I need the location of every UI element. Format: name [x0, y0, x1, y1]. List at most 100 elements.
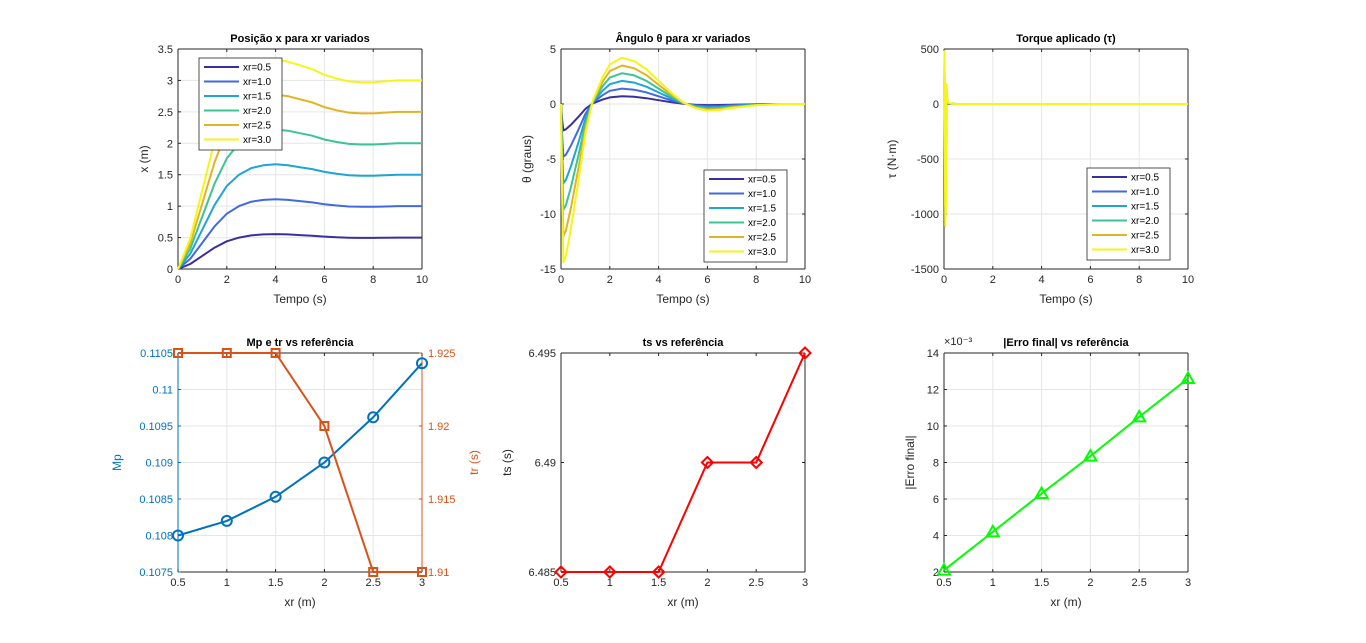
x-tick-label: 6 — [704, 274, 710, 286]
y-tick-label: -500 — [917, 154, 939, 166]
y-tick-label: 12 — [927, 385, 939, 397]
x-tick-label: 10 — [1182, 274, 1194, 286]
legend-label: xr=1.5 — [748, 204, 777, 215]
x-tick-label: 2 — [704, 577, 710, 589]
legend-label: xr=1.5 — [1131, 202, 1160, 213]
error-marker — [1082, 448, 1099, 462]
y-axis-label: ts (s) — [500, 449, 514, 476]
y-tick-label: 6.49 — [535, 458, 556, 470]
y-tick-label: 1 — [167, 201, 173, 213]
y-tick-label: 3.5 — [158, 44, 173, 56]
y-right-tick-label: 1.91 — [428, 567, 449, 579]
x-tick-label: 1.5 — [1034, 577, 1049, 589]
chart-title: Ângulo θ para xr variados — [616, 32, 751, 45]
mp-marker — [318, 456, 331, 469]
y-tick-label: 500 — [921, 44, 939, 56]
chart-panel-1: 0 2 4 6 8 10 0 0.5 1 1.5 2 2.5 3 3.5 Posição x para xr… — [137, 33, 428, 306]
legend-label: xr=2.5 — [1131, 231, 1160, 242]
x-tick-label: 0 — [558, 274, 564, 286]
y-right-tick-label: 1.92 — [428, 421, 449, 433]
y-tick-label: 1.5 — [158, 170, 173, 182]
y-tick-label: -10 — [540, 209, 556, 221]
legend-label: xr=0.5 — [748, 175, 777, 186]
x-tick-label: 10 — [416, 274, 428, 286]
series-line-xr=3.0 — [560, 56, 805, 264]
y-right-axis-label: tr (s) — [467, 450, 481, 475]
mp-marker — [416, 357, 428, 370]
y-tick-label: 3 — [167, 75, 173, 87]
x-tick-label: 8 — [1136, 274, 1142, 286]
legend-label: xr=3.0 — [243, 135, 272, 146]
legend-label: xr=2.5 — [243, 121, 272, 132]
series-line-xr=1.0 — [177, 198, 422, 270]
x-tick-label: 8 — [370, 274, 376, 286]
x-axis-label: Tempo (s) — [273, 292, 326, 306]
ts-marker — [700, 455, 715, 470]
x-tick-label: 1 — [224, 577, 230, 589]
x-tick-label: 1 — [990, 577, 996, 589]
x-tick-label: 2.5 — [749, 577, 764, 589]
y-right-tick-label: 1.915 — [428, 494, 456, 506]
x-tick-label: 0.5 — [170, 577, 185, 589]
x-tick-label: 4 — [1039, 274, 1045, 286]
x-tick-label: 2 — [1087, 577, 1093, 589]
x-tick-label: 6 — [321, 274, 327, 286]
tr-marker — [319, 421, 330, 431]
x-tick-label: 2 — [607, 274, 613, 286]
y-tick-label: 14 — [927, 348, 939, 360]
tr-series-line — [178, 352, 422, 573]
mp-marker — [269, 490, 282, 503]
y-tick-label: 0.1095 — [139, 421, 173, 433]
x-tick-label: 3 — [419, 577, 425, 589]
y-tick-label: -1500 — [911, 264, 939, 276]
legend-label: xr=2.0 — [1131, 216, 1160, 227]
y-tick-label: 0.1105 — [140, 348, 173, 360]
x-axis-label: xr (m) — [667, 595, 698, 609]
x-tick-label: 2 — [224, 274, 230, 286]
x-tick-label: 10 — [799, 274, 811, 286]
x-tick-label: 0.5 — [553, 577, 568, 589]
y-tick-label: 0 — [167, 264, 173, 276]
legend-label: xr=1.0 — [748, 189, 777, 200]
legend-box — [703, 169, 788, 263]
y-tick-label: 0 — [933, 99, 939, 111]
series-line-xr=2.5 — [177, 93, 422, 270]
y-tick-label: 0.108 — [145, 531, 173, 543]
chart-panel-2: 0 2 4 6 8 10 -15 -10 -5 0 5 Ângulo θ para xr variad… — [520, 32, 811, 306]
legend-label: xr=1.0 — [243, 77, 272, 88]
legend-label: xr=1.0 — [1131, 187, 1160, 198]
chart-title: ts vs referência — [643, 337, 725, 349]
legend-label: xr=2.0 — [748, 218, 777, 229]
y-tick-label: 4 — [933, 531, 939, 543]
x-tick-label: 0 — [941, 274, 947, 286]
error-marker — [1033, 485, 1050, 500]
x-tick-label: 3 — [802, 577, 808, 589]
error-marker — [1180, 370, 1196, 385]
y-axis-label: x (m) — [137, 145, 151, 172]
y-tick-label: 0.1085 — [139, 494, 173, 506]
ts-marker — [749, 455, 764, 470]
legend-label: xr=2.5 — [748, 233, 777, 244]
y-tick-label: 6.485 — [528, 567, 556, 579]
y-tick-label: 10 — [927, 421, 939, 433]
chart-title: Posição x para xr variados — [230, 33, 369, 45]
chart-title: |Erro final| vs referência — [1003, 337, 1129, 349]
y-tick-label: 0.5 — [158, 233, 173, 245]
chart-title: Torque aplicado (τ) — [1016, 33, 1116, 45]
tr-marker — [270, 348, 281, 358]
x-tick-label: 2.5 — [1132, 577, 1147, 589]
tr-marker — [221, 348, 232, 358]
chart-title: Mp e tr vs referência — [247, 337, 355, 349]
y-tick-label: 0.1075 — [139, 567, 173, 579]
legend-label: xr=0.5 — [1131, 173, 1160, 184]
plot-area — [561, 353, 805, 572]
ts-marker — [554, 565, 568, 579]
mp-series-line — [177, 362, 423, 537]
error-marker — [1131, 408, 1147, 423]
y-tick-label: 2 — [167, 138, 173, 150]
y-axis-label: Mp — [110, 454, 124, 471]
legend-box — [1086, 167, 1171, 261]
legend-label: xr=3.0 — [748, 247, 777, 258]
legend-label: xr=0.5 — [243, 63, 272, 74]
x-tick-label: 8 — [753, 274, 759, 286]
